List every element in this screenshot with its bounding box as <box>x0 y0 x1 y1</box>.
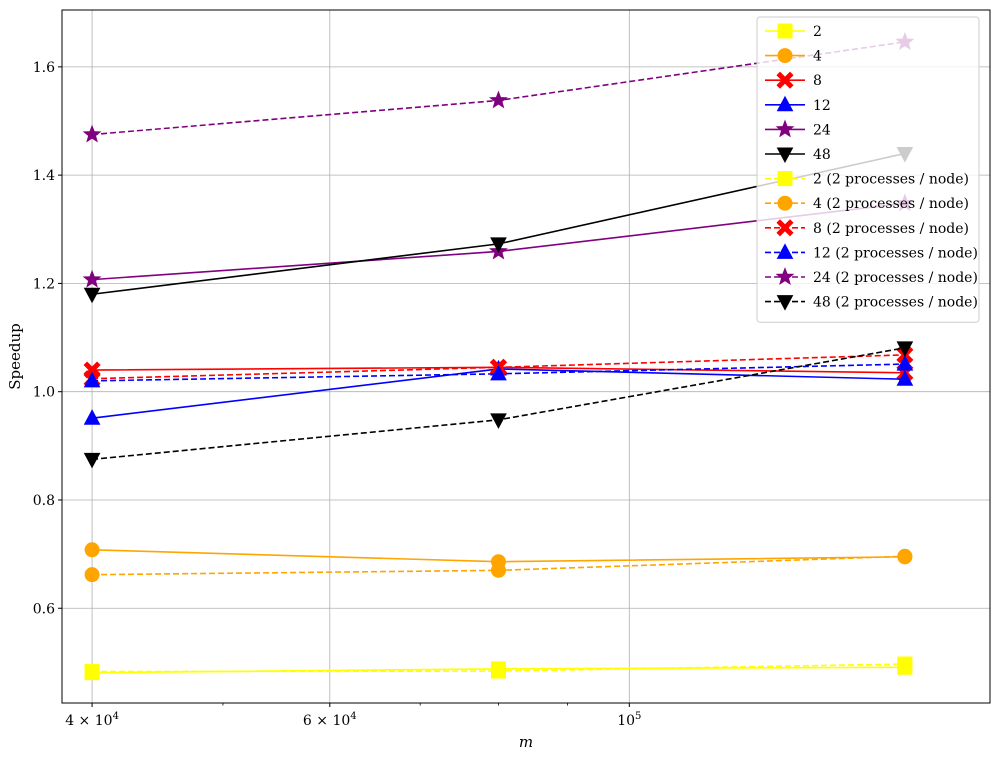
legend-label: 4 <box>813 49 822 65</box>
legend-item: 4 (2 processes / node) <box>765 195 969 212</box>
legend-item: 4 <box>765 48 822 65</box>
legend-label: 8 (2 processes / node) <box>813 221 969 237</box>
legend-marker <box>776 219 794 237</box>
legend-label: 12 <box>813 98 831 114</box>
data-point <box>896 370 914 386</box>
series-8 <box>84 548 913 583</box>
y-tick-label: 1.0 <box>33 385 55 401</box>
data-point <box>83 452 101 469</box>
data-point <box>490 237 507 253</box>
x-tick-label: 4 × 104 <box>65 711 119 729</box>
series-10 <box>83 355 914 388</box>
data-point <box>897 656 913 672</box>
legend-marker <box>777 195 793 211</box>
legend-label: 48 <box>813 147 831 163</box>
series-layer <box>82 32 915 681</box>
legend-marker <box>777 23 793 39</box>
legend-item: 48 <box>765 147 831 164</box>
y-tick-label: 1.6 <box>33 60 55 76</box>
x-axis-label: m <box>519 733 533 751</box>
legend-item: 24 <box>765 119 831 138</box>
data-point <box>83 371 101 388</box>
data-point <box>82 269 102 288</box>
y-axis-label: Speedup <box>6 323 24 390</box>
x-tick-label: 105 <box>617 711 641 729</box>
legend-label: 2 (2 processes / node) <box>813 172 969 188</box>
x-axis-ticks: 4 × 104 6 × 104 105 <box>65 703 641 729</box>
legend-marker <box>776 147 794 164</box>
data-point <box>490 562 506 578</box>
legend-label: 8 <box>813 73 822 89</box>
data-point <box>84 567 100 583</box>
data-point <box>83 409 101 425</box>
legend-item: 12 <box>765 95 831 114</box>
plot-area-frame <box>61 9 991 704</box>
legend-item: 8 (2 processes / node) <box>765 219 969 237</box>
legend-marker <box>775 267 795 286</box>
data-point <box>896 341 914 357</box>
legend-label: 12 (2 processes / node) <box>813 245 978 261</box>
legend-marker <box>776 295 794 311</box>
data-point <box>84 542 100 558</box>
data-point <box>489 90 508 109</box>
data-point <box>82 124 102 143</box>
data-point <box>897 548 913 564</box>
x-tick-label: 6 × 104 <box>303 711 357 729</box>
legend-marker <box>777 171 793 187</box>
data-point <box>490 413 507 429</box>
legend-box <box>756 16 980 323</box>
legend-marker <box>777 48 793 64</box>
y-tick-label: 0.6 <box>33 601 55 617</box>
series-12 <box>83 341 914 469</box>
data-point <box>490 364 507 381</box>
data-point <box>490 663 506 679</box>
legend-marker <box>776 71 794 89</box>
legend-marker <box>776 95 794 112</box>
data-point <box>84 664 100 680</box>
data-point <box>83 287 101 304</box>
y-axis-ticks: 0.6 0.8 1.0 1.2 1.4 1.6 <box>33 60 62 617</box>
series-7 <box>84 656 913 680</box>
legend-item: 12 (2 processes / node) <box>765 243 978 261</box>
legend-label: 24 (2 processes / node) <box>813 270 978 286</box>
legend-item: 2 <box>765 23 822 40</box>
legend-label: 2 <box>813 24 822 40</box>
data-point <box>896 355 914 371</box>
legend-marker <box>775 119 795 138</box>
y-tick-label: 1.4 <box>33 168 55 184</box>
legend-label: 4 (2 processes / node) <box>813 196 969 212</box>
legend-item: 24 (2 processes / node) <box>765 267 978 286</box>
legend-item: 48 (2 processes / node) <box>765 295 978 311</box>
legend-label: 48 (2 processes / node) <box>813 295 978 311</box>
y-tick-label: 1.2 <box>33 276 55 292</box>
legend-item: 2 (2 processes / node) <box>765 171 969 188</box>
legend-item: 8 <box>765 71 822 89</box>
y-tick-label: 0.8 <box>33 493 55 509</box>
legend-marker <box>776 243 794 259</box>
legend-label: 24 <box>813 122 831 138</box>
